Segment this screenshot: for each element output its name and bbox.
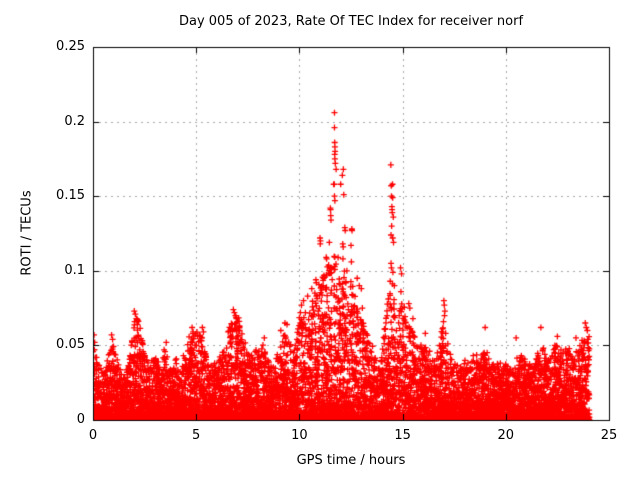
- x-tick-label: 5: [192, 428, 201, 443]
- chart-title: Day 005 of 2023, Rate Of TEC Index for r…: [178, 14, 524, 29]
- y-tick-label: 0: [76, 412, 85, 427]
- x-tick-label: 10: [291, 428, 308, 443]
- y-tick-label: 0.1: [64, 262, 85, 278]
- y-tick-label: 0.2: [64, 113, 85, 129]
- y-tick-label: 0.25: [56, 39, 85, 54]
- x-tick-label: 25: [600, 428, 618, 443]
- y-tick-label: 0.05: [56, 337, 85, 353]
- x-axis-label: GPS time / hours: [296, 453, 406, 468]
- y-tick-label: 0.15: [56, 188, 85, 204]
- x-tick-label: 0: [88, 428, 98, 443]
- x-tick-label: 20: [497, 428, 515, 443]
- x-tick-label: 15: [394, 428, 411, 443]
